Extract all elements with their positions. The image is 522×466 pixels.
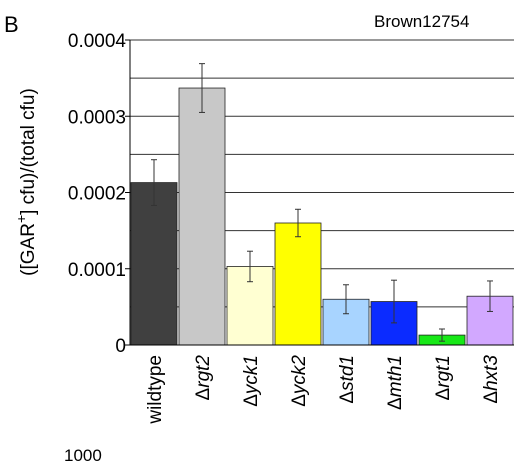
error-bars: [151, 63, 493, 342]
error-bar-hxt3: [487, 280, 493, 312]
category-label-rgt1: Δrgt1: [433, 355, 454, 400]
error-bar-wildtype: [151, 159, 157, 206]
category-label-std1: Δstd1: [337, 355, 358, 404]
error-bar-rgt2: [199, 63, 205, 113]
bar-wildtype: [130, 182, 178, 346]
y-tick-label-1: 0.0001: [68, 260, 126, 281]
y-tick-label-2: 0.0002: [68, 184, 126, 205]
bar-rgt2: [178, 87, 226, 346]
error-bar-std1: [343, 284, 349, 315]
category-labels: wildtype Δrgt2 Δyck1 Δyck2 Δstd1 Δmth1 Δrgt1 Δh…: [145, 355, 502, 425]
bar-yck2: [274, 222, 322, 346]
error-bar-mth1: [391, 279, 397, 324]
category-label-rgt2: Δrgt2: [193, 355, 214, 401]
y-axis-label: ([GAR+] cfu)/(total cfu): [13, 88, 39, 276]
category-label-wildtype: wildtype: [145, 355, 166, 425]
panel-letter: B: [4, 12, 19, 37]
category-label-hxt3: Δhxt3: [481, 355, 502, 404]
y-tick-labels: 0 0.0001 0.0002 0.0003 0.0004: [68, 31, 130, 357]
category-label-yck1: Δyck1: [241, 355, 262, 407]
figure-top-label: Brown12754: [374, 12, 470, 31]
y-tick-label-4: 0.0004: [68, 31, 127, 52]
y-tick-label-0: 0: [115, 336, 126, 357]
category-label-mth1: Δmth1: [385, 355, 406, 410]
error-bar-yck2: [295, 208, 301, 238]
error-bar-rgt1: [439, 328, 445, 342]
y-tick-label-3: 0.0003: [68, 107, 126, 128]
category-label-yck2: Δyck2: [289, 355, 310, 407]
error-bar-yck1: [247, 250, 253, 283]
